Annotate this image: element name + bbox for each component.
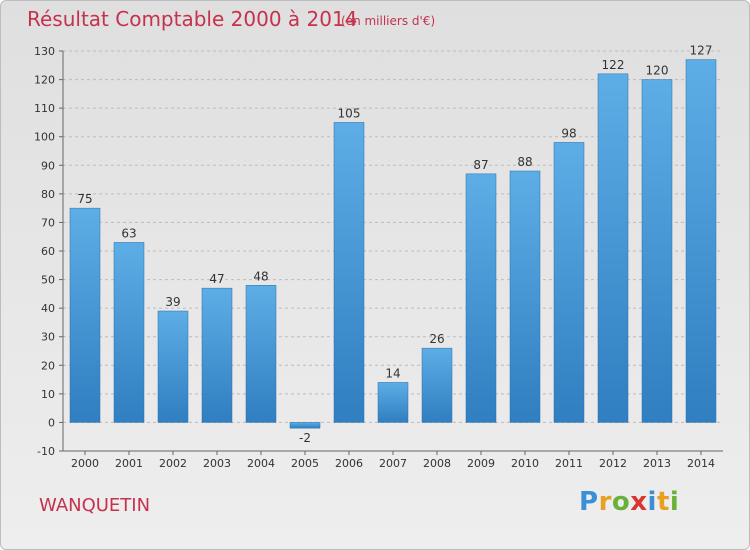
commune-name: WANQUETIN [39, 495, 151, 516]
y-tick-label: 10 [41, 388, 55, 401]
y-tick-label: 80 [41, 188, 55, 201]
data-label-2002: 39 [165, 295, 180, 309]
data-label-2005: -2 [299, 431, 311, 445]
x-tick-label-2009: 2009 [467, 457, 495, 470]
data-label-2006: 105 [338, 106, 361, 120]
y-tick-label: 30 [41, 331, 55, 344]
bar-2000 [69, 207, 101, 423]
data-label-2003: 47 [209, 272, 224, 286]
bar-2003 [201, 287, 233, 423]
y-tick-label: 70 [41, 216, 55, 229]
y-tick-label: 130 [34, 45, 55, 58]
bar-2005 [289, 422, 321, 429]
y-tick-label: 40 [41, 302, 55, 315]
data-label-2009: 87 [473, 158, 488, 172]
x-tick-label-2012: 2012 [599, 457, 627, 470]
data-label-2014: 127 [690, 44, 713, 58]
bar-2012 [597, 73, 629, 423]
x-tick-label-2001: 2001 [115, 457, 143, 470]
y-tick-label: 50 [41, 274, 55, 287]
data-label-2000: 75 [77, 192, 92, 206]
data-label-2013: 120 [646, 64, 669, 78]
x-tick-label-2003: 2003 [203, 457, 231, 470]
data-label-2012: 122 [602, 58, 625, 72]
bar-2008 [421, 347, 453, 423]
y-tick-label: 110 [34, 102, 55, 115]
chart-title: Résultat Comptable 2000 à 2014 [27, 7, 358, 31]
y-tick-label: 20 [41, 359, 55, 372]
data-label-2010: 88 [517, 155, 532, 169]
y-tick-label: -10 [37, 445, 55, 458]
chart-subtitle: (en milliers d'€) [341, 14, 436, 28]
x-tick-label-2011: 2011 [555, 457, 583, 470]
data-label-2011: 98 [561, 126, 576, 140]
bar-2004 [245, 285, 277, 423]
bar-2013 [641, 79, 673, 423]
x-tick-label-2010: 2010 [511, 457, 539, 470]
x-tick-label-2006: 2006 [335, 457, 363, 470]
bar-2011 [553, 142, 585, 423]
x-tick-label-2007: 2007 [379, 457, 407, 470]
x-tick-label-2014: 2014 [687, 457, 715, 470]
y-tick-label: 60 [41, 245, 55, 258]
y-tick-label: 120 [34, 74, 55, 87]
bar-2001 [113, 242, 145, 423]
data-label-2001: 63 [121, 226, 136, 240]
proxiti-logo: Proxiti [579, 487, 680, 517]
bar-2007 [377, 382, 409, 423]
y-tick-label: 100 [34, 131, 55, 144]
x-tick-label-2005: 2005 [291, 457, 319, 470]
x-tick-label-2013: 2013 [643, 457, 671, 470]
y-tick-label: 90 [41, 159, 55, 172]
data-label-2008: 26 [429, 332, 444, 346]
y-tick-label: 0 [48, 416, 55, 429]
bar-2002 [157, 310, 189, 423]
x-tick-label-2000: 2000 [71, 457, 99, 470]
data-label-2007: 14 [385, 366, 400, 380]
bar-2014 [685, 59, 717, 423]
bar-2006 [333, 122, 365, 423]
x-tick-label-2004: 2004 [247, 457, 275, 470]
bar-2010 [509, 170, 541, 423]
data-label-2004: 48 [253, 269, 268, 283]
x-tick-label-2008: 2008 [423, 457, 451, 470]
x-tick-label-2002: 2002 [159, 457, 187, 470]
bar-2009 [465, 173, 497, 423]
